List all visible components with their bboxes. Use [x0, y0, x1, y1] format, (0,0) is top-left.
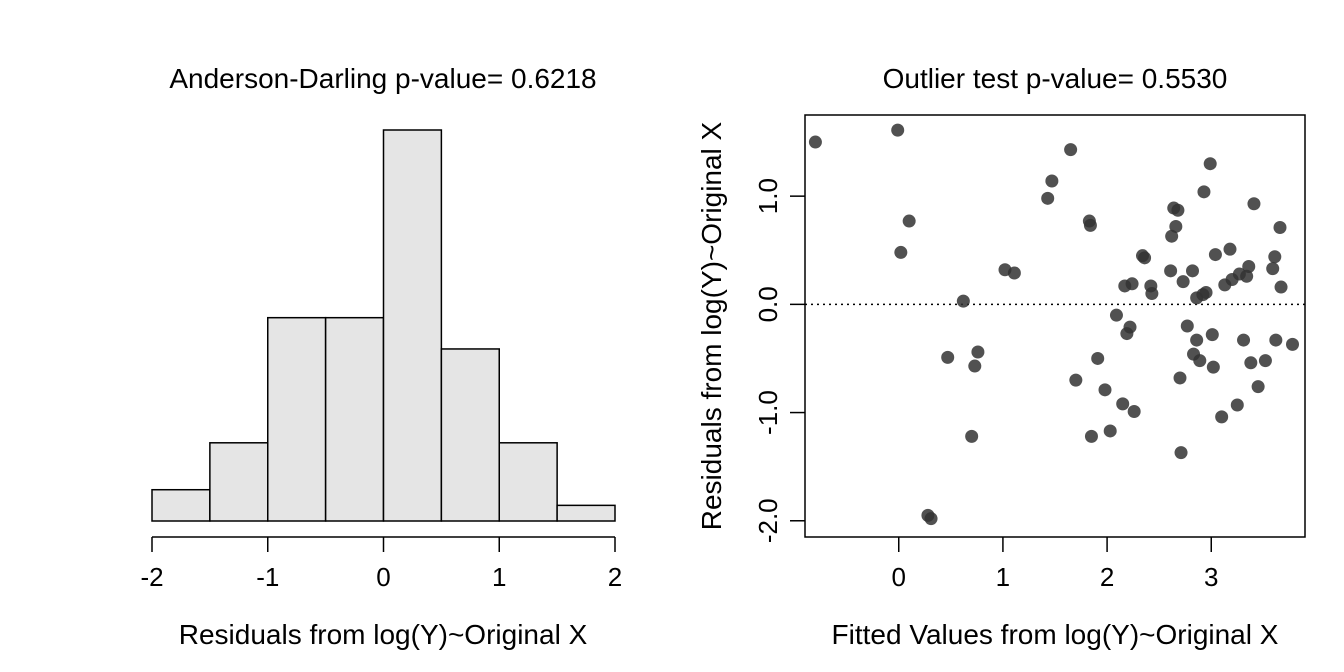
scatter-point: [1203, 157, 1217, 171]
scatter-point: [1069, 373, 1083, 387]
scatter-point: [1127, 404, 1141, 418]
histogram-bars: [151, 129, 616, 522]
scatter-point: [1084, 429, 1098, 443]
scatter-x-tick-label: 3: [1204, 562, 1218, 592]
histogram-x-ticks: -2 -1 0 1 2: [140, 537, 622, 592]
scatter-point: [924, 512, 938, 526]
scatter-point: [1174, 446, 1188, 460]
histogram-x-tick-label: 0: [376, 562, 390, 592]
histogram-bar: [151, 488, 211, 522]
histogram-bar: [440, 348, 500, 522]
histogram-bar: [324, 316, 385, 522]
scatter-point: [1180, 319, 1194, 333]
scatter-point: [1007, 266, 1021, 280]
scatter-point: [1286, 337, 1299, 351]
scatter-point: [1083, 218, 1097, 232]
scatter-x-tick-label: 1: [996, 562, 1010, 592]
scatter-point: [1240, 269, 1254, 283]
scatter-y-ticks: -2.0 -1.0 0.0 1.0: [753, 178, 805, 543]
histogram-bar: [498, 442, 558, 522]
scatter-point: [1116, 397, 1130, 411]
scatter-point: [941, 350, 955, 364]
histogram-bar: [267, 316, 327, 522]
scatter-title: Outlier test p-value= 0.5530: [883, 63, 1228, 94]
scatter-point: [1041, 191, 1055, 205]
scatter-point: [1242, 259, 1256, 273]
scatter-points: [808, 123, 1299, 526]
scatter-point: [1171, 203, 1185, 217]
scatter-point: [1164, 264, 1178, 278]
scatter-y-tick-label: -1.0: [753, 390, 783, 435]
scatter-point: [1205, 328, 1219, 342]
scatter-point: [1173, 371, 1187, 385]
histogram-title: Anderson-Darling p-value= 0.6218: [169, 63, 596, 94]
scatter-point: [1103, 424, 1117, 438]
histogram-bar: [556, 504, 616, 522]
scatter-point: [1208, 248, 1222, 262]
scatter-point: [1125, 277, 1139, 291]
scatter-point: [1258, 354, 1272, 368]
scatter-point: [968, 359, 982, 373]
scatter-point: [1109, 308, 1123, 322]
scatter-y-axis-label: Residuals from log(Y)~Original X: [696, 121, 727, 530]
scatter-point: [971, 345, 985, 359]
scatter-y-tick-label: 0.0: [753, 286, 783, 322]
scatter-point: [1247, 197, 1261, 211]
scatter-point: [1269, 333, 1283, 347]
histogram-bar: [382, 129, 443, 522]
scatter-point: [1169, 219, 1183, 233]
scatter-y-tick-label: -2.0: [753, 498, 783, 543]
scatter-point: [894, 245, 908, 259]
histogram-x-tick-label: 2: [608, 562, 622, 592]
histogram-x-axis-label: Residuals from log(Y)~Original X: [179, 619, 588, 650]
scatter-point: [1215, 410, 1229, 424]
scatter-point: [965, 429, 979, 443]
scatter-point: [1190, 333, 1204, 347]
scatter-x-tick-label: 2: [1100, 562, 1114, 592]
scatter-x-tick-label: 0: [892, 562, 906, 592]
scatter-x-axis-label: Fitted Values from log(Y)~Original X: [832, 619, 1279, 650]
scatter-plot-frame: [804, 114, 1306, 538]
scatter-point: [1138, 251, 1152, 265]
scatter-point: [1206, 360, 1220, 374]
scatter-point: [1251, 380, 1265, 394]
histogram-bar: [209, 442, 269, 522]
scatter-point: [891, 123, 905, 137]
histogram-panel: Anderson-Darling p-value= 0.6218 -2 -1 0 1 2…: [140, 63, 622, 650]
scatter-point: [808, 135, 822, 149]
scatter-point: [1199, 285, 1213, 299]
scatter-point: [1274, 280, 1288, 294]
histogram-x-tick-label: -2: [140, 562, 163, 592]
scatter-point: [1165, 229, 1179, 243]
scatter-point: [956, 294, 970, 308]
scatter-x-ticks: 0 1 2 3: [892, 537, 1218, 592]
scatter-panel: Outlier test p-value= 0.5530 0 1 2 3 -2.0 -1…: [696, 63, 1306, 650]
scatter-point: [1266, 262, 1280, 276]
scatter-point: [1045, 174, 1059, 188]
scatter-point: [1223, 242, 1237, 256]
scatter-y-tick-label: 1.0: [753, 178, 783, 214]
scatter-point: [1186, 264, 1199, 278]
scatter-point: [1176, 275, 1190, 289]
scatter-point: [1268, 250, 1282, 264]
scatter-point: [1244, 356, 1258, 370]
scatter-point: [1237, 333, 1251, 347]
scatter-point: [1098, 383, 1112, 397]
scatter-point: [1064, 143, 1078, 157]
scatter-point: [1123, 320, 1137, 334]
histogram-x-tick-label: 1: [492, 562, 506, 592]
histogram-x-tick-label: -1: [256, 562, 279, 592]
scatter-point: [1193, 354, 1207, 368]
scatter-point: [902, 214, 916, 228]
scatter-point: [1197, 185, 1211, 199]
scatter-point: [1273, 221, 1287, 235]
scatter-point: [1145, 287, 1159, 301]
scatter-point: [1091, 351, 1105, 365]
scatter-point: [1230, 398, 1244, 412]
